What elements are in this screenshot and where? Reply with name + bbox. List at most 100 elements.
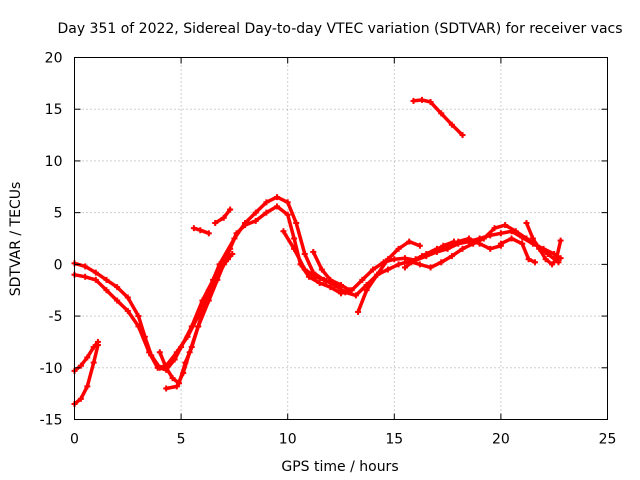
data-point: [146, 349, 153, 356]
series-line-arc8: [213, 207, 232, 225]
data-point: [135, 323, 142, 330]
data-point: [77, 395, 84, 402]
data-point: [502, 222, 509, 229]
data-point: [291, 245, 298, 252]
data-point: [410, 97, 417, 104]
data-point: [184, 333, 191, 340]
data-point: [429, 248, 436, 255]
data-point: [346, 287, 353, 294]
data-point: [190, 225, 197, 232]
data-point: [408, 259, 415, 266]
data-point: [92, 276, 99, 283]
data-point: [124, 294, 131, 301]
data-point: [438, 110, 445, 117]
data-point: [487, 245, 494, 252]
y-tick-label: 20: [45, 51, 63, 67]
data-point: [459, 245, 466, 252]
data-point: [163, 385, 170, 392]
data-point: [231, 235, 238, 242]
data-point: [180, 369, 187, 376]
data-point: [416, 261, 423, 268]
data-point: [220, 214, 227, 221]
data-point: [384, 256, 391, 263]
data-point: [90, 359, 97, 366]
data-point: [557, 255, 564, 262]
data-point: [156, 349, 163, 356]
data-point: [103, 276, 110, 283]
data-point: [553, 256, 560, 263]
data-point: [549, 261, 556, 268]
data-point: [263, 199, 270, 206]
data-point: [92, 269, 99, 276]
data-point: [312, 273, 319, 280]
data-point: [82, 273, 89, 280]
data-point: [525, 256, 532, 263]
data-point: [205, 297, 212, 304]
data-point: [419, 253, 426, 260]
data-point: [374, 271, 381, 278]
ticks: 0 5 10 15 20 25 -15 -10 -5 0 5 10 15 20: [40, 51, 617, 448]
data-point: [169, 375, 176, 382]
data-point: [406, 238, 413, 245]
x-tick-label: 0: [70, 432, 79, 448]
data-point: [306, 273, 313, 280]
data-point: [310, 248, 317, 255]
data-point: [291, 235, 298, 242]
data-point: [114, 284, 121, 291]
data-point: [512, 228, 519, 235]
data-point: [391, 256, 398, 263]
data-point: [459, 132, 466, 139]
y-tick-label: -15: [40, 413, 63, 429]
data-point: [316, 279, 323, 286]
data-point: [529, 235, 536, 242]
data-point: [359, 276, 366, 283]
data-point: [186, 349, 193, 356]
x-tick-label: 25: [599, 432, 617, 448]
chart-title: Day 351 of 2022, Sidereal Day-to-day VTE…: [57, 21, 622, 37]
data-point: [427, 264, 434, 271]
data-point: [395, 245, 402, 252]
data-point: [519, 240, 526, 247]
data-point: [523, 235, 530, 242]
series-group: [71, 96, 564, 407]
data-point: [327, 276, 334, 283]
plot-frame: [74, 57, 608, 420]
data-point: [476, 240, 483, 247]
data-point: [401, 255, 408, 262]
data-point: [229, 251, 236, 258]
data-point: [173, 383, 180, 390]
data-point: [252, 217, 259, 224]
data-point: [323, 277, 330, 284]
data-point: [205, 230, 212, 237]
data-point: [355, 308, 362, 315]
data-point: [274, 203, 281, 210]
data-point: [497, 230, 504, 237]
data-point: [542, 256, 549, 263]
data-point: [419, 96, 426, 103]
y-tick-label: 0: [54, 257, 63, 273]
data-point: [318, 266, 325, 273]
data-point: [555, 259, 562, 266]
data-point: [263, 209, 270, 216]
data-point: [448, 253, 455, 260]
data-point: [427, 98, 434, 105]
data-point: [327, 284, 334, 291]
data-point: [363, 287, 370, 294]
x-tick-label: 5: [177, 432, 186, 448]
data-point: [135, 313, 142, 320]
series-line-arc5: [72, 343, 100, 406]
data-point: [163, 364, 170, 371]
data-point: [438, 259, 445, 266]
data-point: [280, 228, 287, 235]
data-point: [220, 261, 227, 268]
data-point: [212, 219, 219, 226]
data-point: [301, 251, 308, 258]
data-point: [491, 225, 498, 232]
series-line-arc14: [411, 98, 465, 137]
data-point: [284, 199, 291, 206]
data-point: [173, 349, 180, 356]
data-point: [384, 266, 391, 273]
y-axis-label: SDTVAR / TECUs: [8, 182, 24, 297]
data-point: [103, 287, 110, 294]
